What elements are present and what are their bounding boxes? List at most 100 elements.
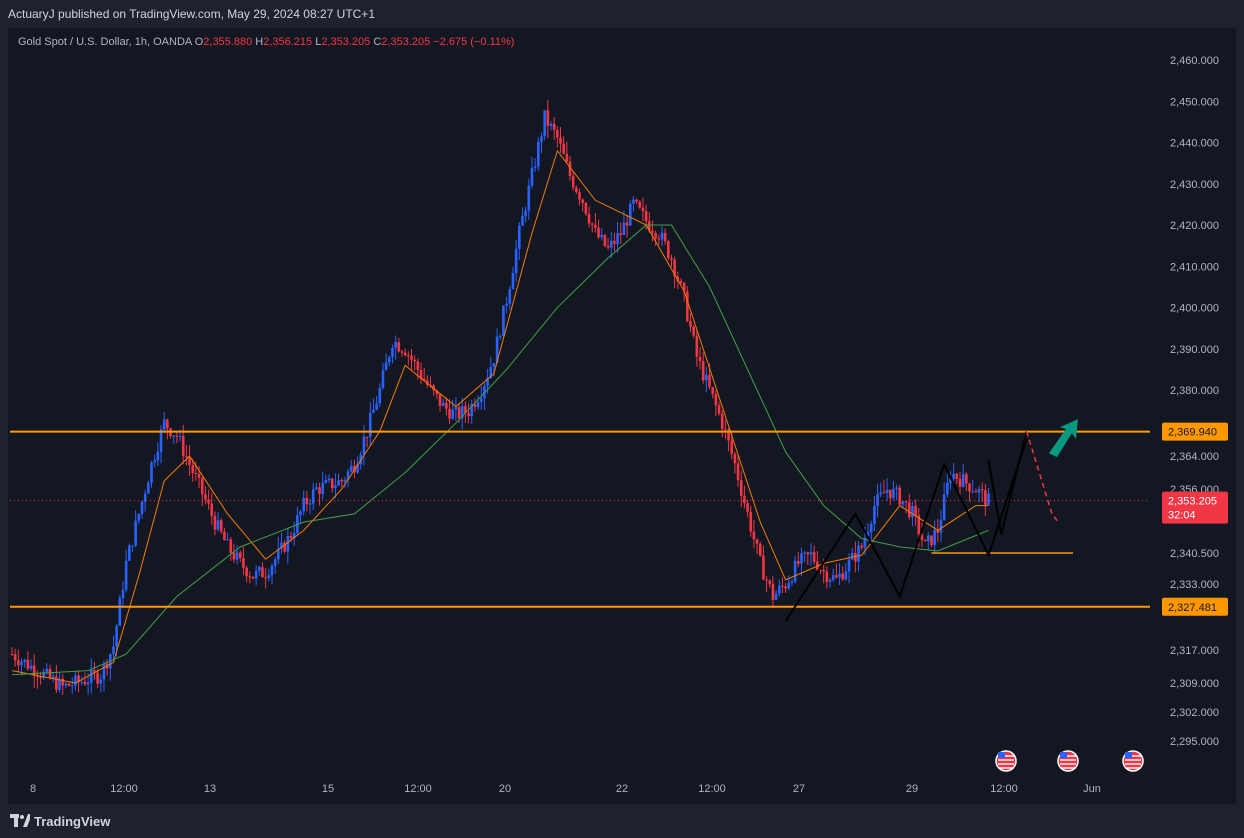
candle-body xyxy=(907,502,911,518)
candle-body xyxy=(315,487,318,490)
candle-body xyxy=(565,153,569,162)
candle-body xyxy=(752,531,756,540)
candle-body xyxy=(755,539,759,544)
candle-body xyxy=(787,582,791,589)
candle-body xyxy=(695,335,699,357)
candle-body xyxy=(606,245,610,248)
candle-body xyxy=(51,676,55,679)
publisher-text: ActuaryJ published on TradingView.com, M… xyxy=(8,7,375,21)
last-price-badge-label: 2,353.205 xyxy=(1168,496,1217,508)
candle-body xyxy=(204,494,207,500)
candle-body xyxy=(495,336,499,364)
candle-body xyxy=(568,161,572,177)
projection-up-line xyxy=(987,431,1028,535)
candle-body xyxy=(635,199,638,202)
tradingview-logo-icon xyxy=(10,814,30,827)
candle-body xyxy=(597,227,600,238)
candle-body xyxy=(229,539,233,553)
candle-body xyxy=(603,234,607,246)
publisher-bar: ActuaryJ published on TradingView.com, M… xyxy=(0,0,1244,28)
candle-body xyxy=(552,123,556,130)
candle-body xyxy=(930,535,933,546)
candle-body xyxy=(39,676,42,678)
candle-body xyxy=(711,387,714,395)
support-badge xyxy=(1162,597,1228,616)
candle-body xyxy=(489,367,493,378)
candle-body xyxy=(140,501,144,514)
candle-body xyxy=(594,224,597,228)
candle-body xyxy=(10,654,14,656)
candle-body xyxy=(575,187,578,193)
candle-body xyxy=(181,435,185,457)
candle-body xyxy=(803,552,806,554)
candle-body xyxy=(844,571,848,580)
time-tick-label: 15 xyxy=(322,783,334,795)
candle-body xyxy=(172,435,175,437)
candle-body xyxy=(708,374,711,388)
candle-body xyxy=(273,559,277,566)
candle-body xyxy=(134,520,137,546)
chart-panel[interactable] xyxy=(8,28,1236,804)
candle-body xyxy=(419,370,423,379)
candle-body xyxy=(904,501,908,503)
symbol-legend: Gold Spot / U.S. Dollar, 1h, OANDA O2,35… xyxy=(18,36,514,48)
candle-body xyxy=(479,398,483,402)
candle-body xyxy=(451,409,455,419)
candle-body xyxy=(961,474,965,487)
candle-body xyxy=(58,678,61,690)
candle-body xyxy=(793,560,797,582)
candle-body xyxy=(920,534,924,540)
candle-body xyxy=(213,515,217,530)
candle-body xyxy=(156,451,160,461)
bullish-arrow-icon xyxy=(1048,419,1078,458)
candle-body xyxy=(292,532,296,539)
candle-body xyxy=(524,210,527,217)
candle-body xyxy=(670,258,673,260)
time-tick-label: 8 xyxy=(30,783,36,795)
candle-body xyxy=(571,176,575,188)
candle-body xyxy=(895,487,898,489)
candle-body xyxy=(302,497,305,512)
price-tick-label: 2,460.000 xyxy=(1170,55,1219,67)
candle-body xyxy=(739,480,743,496)
candle-body xyxy=(102,663,106,680)
candle-body xyxy=(118,598,122,626)
candle-body xyxy=(952,473,955,479)
candle-body xyxy=(403,352,407,356)
candle-body xyxy=(112,646,115,655)
time-tick-label: 27 xyxy=(793,783,805,795)
ema-slow-line xyxy=(11,224,989,676)
candle-body xyxy=(831,575,835,580)
candle-body xyxy=(454,407,458,410)
candle-body xyxy=(514,248,518,274)
candle-body xyxy=(365,436,369,438)
candle-body xyxy=(866,532,870,538)
price-tick-label: 2,400.000 xyxy=(1170,303,1219,315)
candle-body xyxy=(238,552,242,558)
candle-body xyxy=(20,661,23,666)
candle-body xyxy=(628,203,632,226)
price-tick-label: 2,420.000 xyxy=(1170,220,1219,232)
resistance-badge-label: 2,369.940 xyxy=(1168,427,1217,439)
candle-body xyxy=(89,670,93,683)
candle-body xyxy=(137,513,141,521)
candle-body xyxy=(394,342,397,348)
flag-canton xyxy=(1125,752,1132,758)
candle-body xyxy=(64,683,68,686)
candle-body xyxy=(55,676,58,690)
candle-body xyxy=(356,464,359,473)
time-tick-label: 22 xyxy=(616,783,628,795)
candle-body xyxy=(232,552,236,560)
flag-canton xyxy=(998,752,1005,758)
candle-body xyxy=(762,555,765,580)
candle-body xyxy=(888,489,892,499)
candle-body xyxy=(530,167,534,186)
candle-body xyxy=(587,213,591,224)
candle-body xyxy=(676,276,680,282)
candle-body xyxy=(99,679,103,684)
candle-body xyxy=(651,230,654,234)
candle-body xyxy=(147,482,150,494)
candle-body xyxy=(822,569,825,572)
candle-body xyxy=(337,479,340,486)
